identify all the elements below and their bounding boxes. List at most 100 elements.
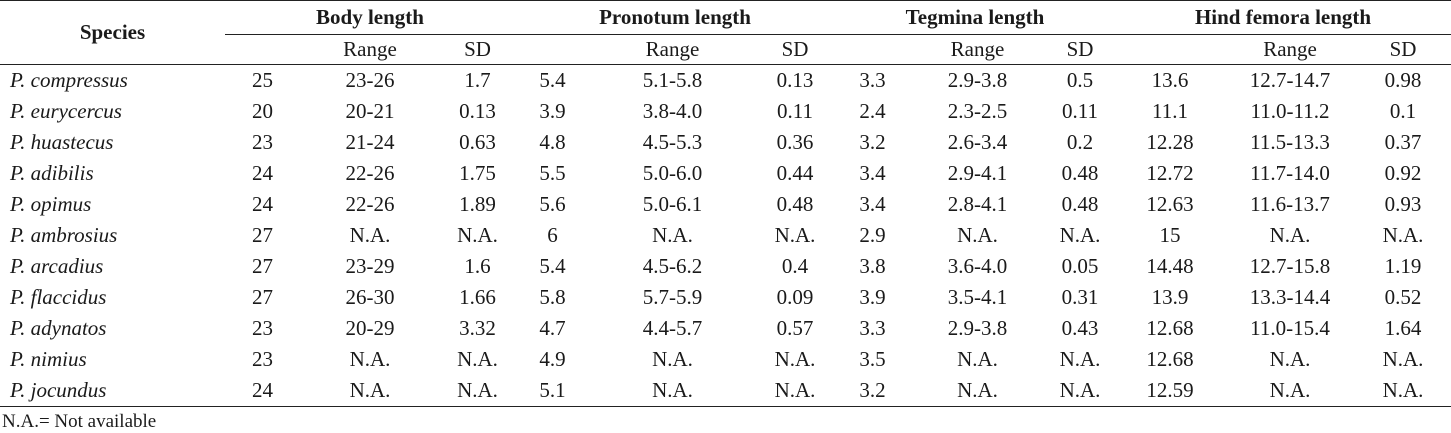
cell: 0.92 [1384,161,1422,185]
cell: 0.52 [1384,285,1422,309]
cell: 27 [252,285,273,309]
species-name: P. eurycercus [10,99,122,123]
cell: 5.4 [539,68,566,92]
cell: 0.31 [1061,285,1099,309]
table-row: P. nimius 23 N.A. N.A. 4.9 N.A. N.A. 3.5 N.A. N.A… [0,344,1451,375]
cell: 27 [252,254,273,278]
cell: 11.5-13.3 [1250,130,1330,154]
subheader: Range [300,34,440,65]
cell: 3.4 [859,161,886,185]
subheader: Range [590,34,755,65]
cell: 5.0-6.0 [642,161,703,185]
cell: N.A. [1382,223,1424,247]
cell: 3.4 [859,192,886,216]
cell: 0.44 [776,161,814,185]
subheader: SD [1355,34,1451,65]
cell: N.A. [957,223,998,247]
cell: 0.98 [1384,68,1422,92]
cell: N.A. [910,375,1045,407]
cell: 3.2 [859,130,886,154]
table-row: P. compressus 25 23-26 1.7 5.4 5.1-5.8 0.13 3.3… [0,65,1451,97]
cell: 22-26 [345,161,395,185]
species-name: P. flaccidus [10,285,107,309]
cell: N.A. [1382,347,1424,371]
cell: 3.3 [859,68,886,92]
group-header: Body length [225,0,515,35]
cell: 24 [252,192,273,216]
cell: N.A. [957,347,998,371]
cell: 2.9-3.8 [947,68,1008,92]
species-header: Species [0,0,225,65]
cell: 0.11 [1062,99,1098,123]
cell: 3.5-4.1 [947,285,1008,309]
cell: 23 [252,347,273,371]
cell: 1.75 [459,161,496,185]
cell: 1.64 [1384,316,1422,340]
cell: 12.68 [1146,347,1194,371]
cell: 23 [252,130,273,154]
cell: N.A. [1059,347,1101,371]
cell: N.A. [1269,347,1311,371]
cell: 5.6 [539,192,566,216]
cell: 4.7 [539,316,566,340]
cell: 20 [252,99,273,123]
cell: 1.19 [1384,254,1422,278]
cell: 3.6-4.0 [947,254,1008,278]
species-name: P. huastecus [10,130,114,154]
subheader-blank [515,34,590,65]
cell: 12.68 [1146,316,1194,340]
subheader: SD [1045,34,1116,65]
table-row: P. huastecus 23 21-24 0.63 4.8 4.5-5.3 0.36 3.2… [0,127,1451,158]
cell: 2.8-4.1 [947,192,1008,216]
table-row: P. opimus 24 22-26 1.89 5.6 5.0-6.1 0.48 3.4 2.8… [0,189,1451,220]
cell: 4.5-6.2 [642,254,703,278]
cell: 11.0-15.4 [1250,316,1330,340]
cell: 27 [252,223,273,247]
cell: 5.7-5.9 [642,285,703,309]
table-row: P. adynatos 23 20-29 3.32 4.7 4.4-5.7 0.57 3.3 2… [0,313,1451,344]
subheader: SD [440,34,515,65]
cell: N.A. [774,347,816,371]
cell: 3.32 [459,316,496,340]
cell: 0.48 [1061,192,1099,216]
cell: 3.3 [859,316,886,340]
cell: 5.1 [515,375,590,407]
footnote: N.A.= Not available [2,411,157,432]
species-name: P. adibilis [10,161,94,185]
cell: 11.6-13.7 [1250,192,1330,216]
cell: 23 [252,316,273,340]
table-row: P. jocundus 24 N.A. N.A. 5.1 N.A. N.A. 3.2 N.A. N… [0,375,1451,407]
cell: 0.1 [1389,99,1417,123]
cell: 1.89 [459,192,496,216]
cell: 6 [547,223,558,247]
cell: 26-30 [345,285,395,309]
cell: 1.7 [464,68,491,92]
cell: 0.36 [776,130,814,154]
species-name: P. opimus [10,192,92,216]
cell: N.A. [774,223,816,247]
cell: 1.66 [459,285,496,309]
cell: N.A. [1059,223,1101,247]
subheader-blank [835,34,910,65]
cell: 23-26 [345,68,395,92]
species-name: P. jocundus [0,375,225,407]
cell: 4.4-5.7 [642,316,703,340]
cell: 2.9 [859,223,886,247]
group-header: Pronotum length [515,0,835,35]
cell: 11.0-11.2 [1250,99,1330,123]
cell: N.A. [457,223,498,247]
cell: 1.6 [464,254,491,278]
group-header: Tegmina length [835,0,1116,35]
cell: 23-29 [345,254,395,278]
species-name: P. nimius [10,347,87,371]
cell: N.A. [457,347,498,371]
data-table: Species Body length Pronotum length Tegmin… [0,0,1451,407]
cell: N.A. [1225,375,1356,407]
cell: 2.9-3.8 [947,316,1008,340]
cell: N.A. [1355,375,1451,407]
subheader: SD [755,34,835,65]
table-row: P. adibilis 24 22-26 1.75 5.5 5.0-6.0 0.44 3.4 2… [0,158,1451,189]
cell: 5.8 [539,285,566,309]
cell: 0.09 [776,285,814,309]
